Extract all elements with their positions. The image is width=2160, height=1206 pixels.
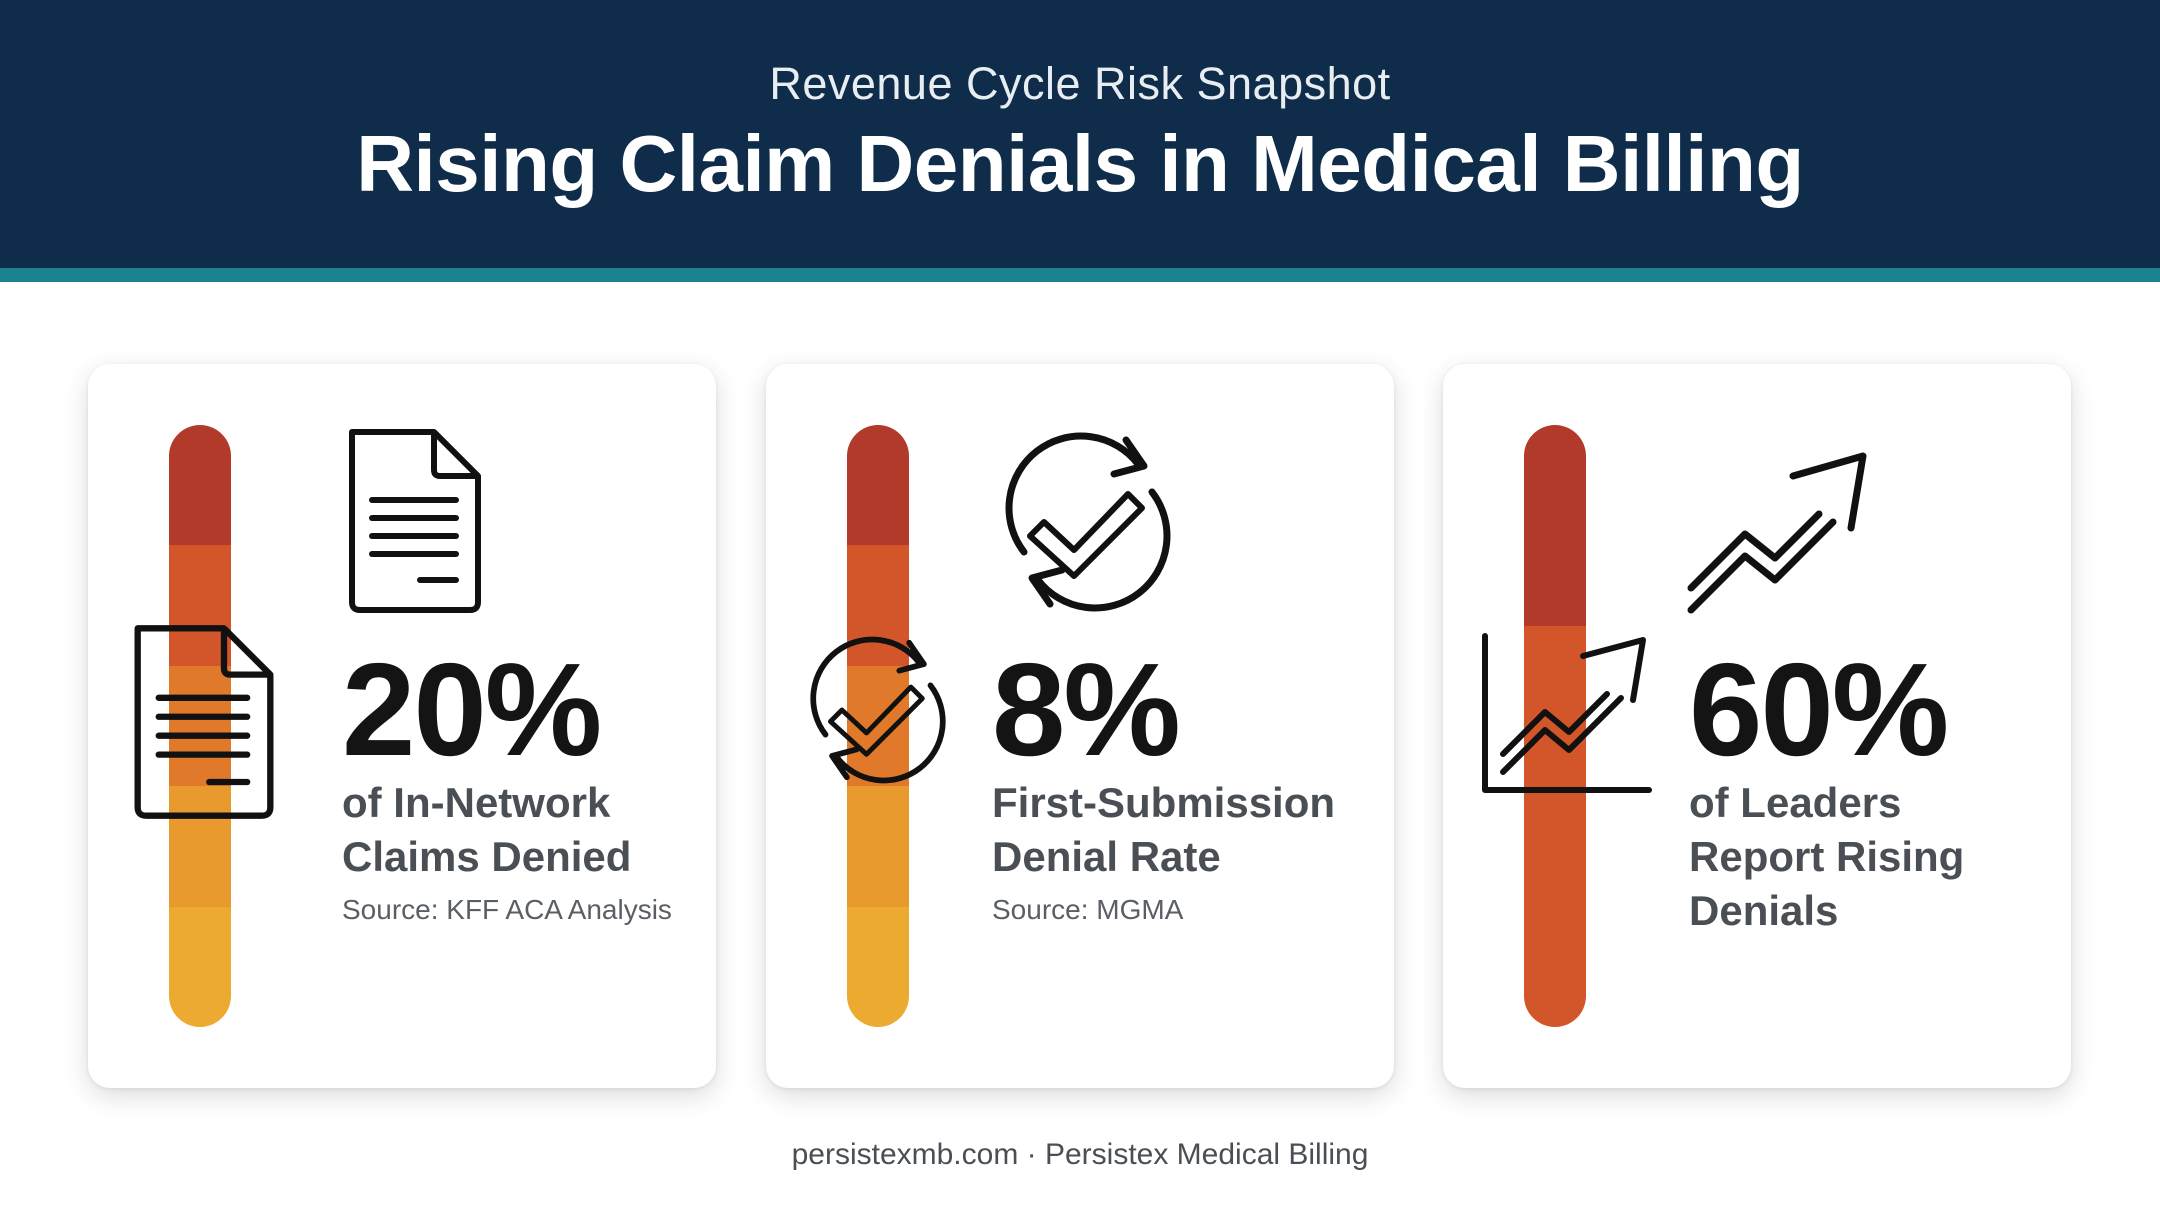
stat-value: 20% — [342, 636, 602, 783]
stat-source: Source: KFF ACA Analysis — [342, 894, 672, 925]
stat-caption: First-Submission Denial Rate — [992, 779, 1336, 880]
stat-value: 8% — [992, 636, 1181, 783]
header-accent-stripe — [0, 268, 2160, 282]
stat-card-leaders-rising-denials: 60% of Leaders Report Rising Denials — [1443, 364, 2071, 1088]
stat-source: Source: MGMA — [992, 894, 1184, 925]
document-icon — [134, 625, 274, 819]
page-title: Rising Claim Denials in Medical Billing — [356, 119, 1804, 208]
stat-caption: of In-Network Claims Denied — [342, 779, 632, 880]
stat-card-in-network-denials: 20% of In-Network Claims Denied Source: … — [88, 364, 716, 1088]
refresh-check-icon — [1005, 432, 1171, 612]
document-icon — [349, 429, 481, 613]
trend-chart-icon — [1482, 633, 1652, 793]
risk-level-bar — [169, 425, 231, 1027]
stat-card-first-submission-denials: 8% First-Submission Denial Rate Source: … — [766, 364, 1394, 1088]
risk-level-bar — [847, 425, 909, 1027]
stat-value: 60% — [1689, 636, 1949, 783]
stat-caption: of Leaders Report Rising Denials — [1689, 779, 1965, 934]
footer-credit: persistexmb.com · Persistex Medical Bill… — [791, 1138, 1369, 1171]
refresh-check-icon — [810, 636, 946, 784]
header-banner — [0, 0, 2160, 268]
page-subtitle: Revenue Cycle Risk Snapshot — [769, 58, 1391, 109]
trend-up-icon — [1687, 452, 1867, 614]
